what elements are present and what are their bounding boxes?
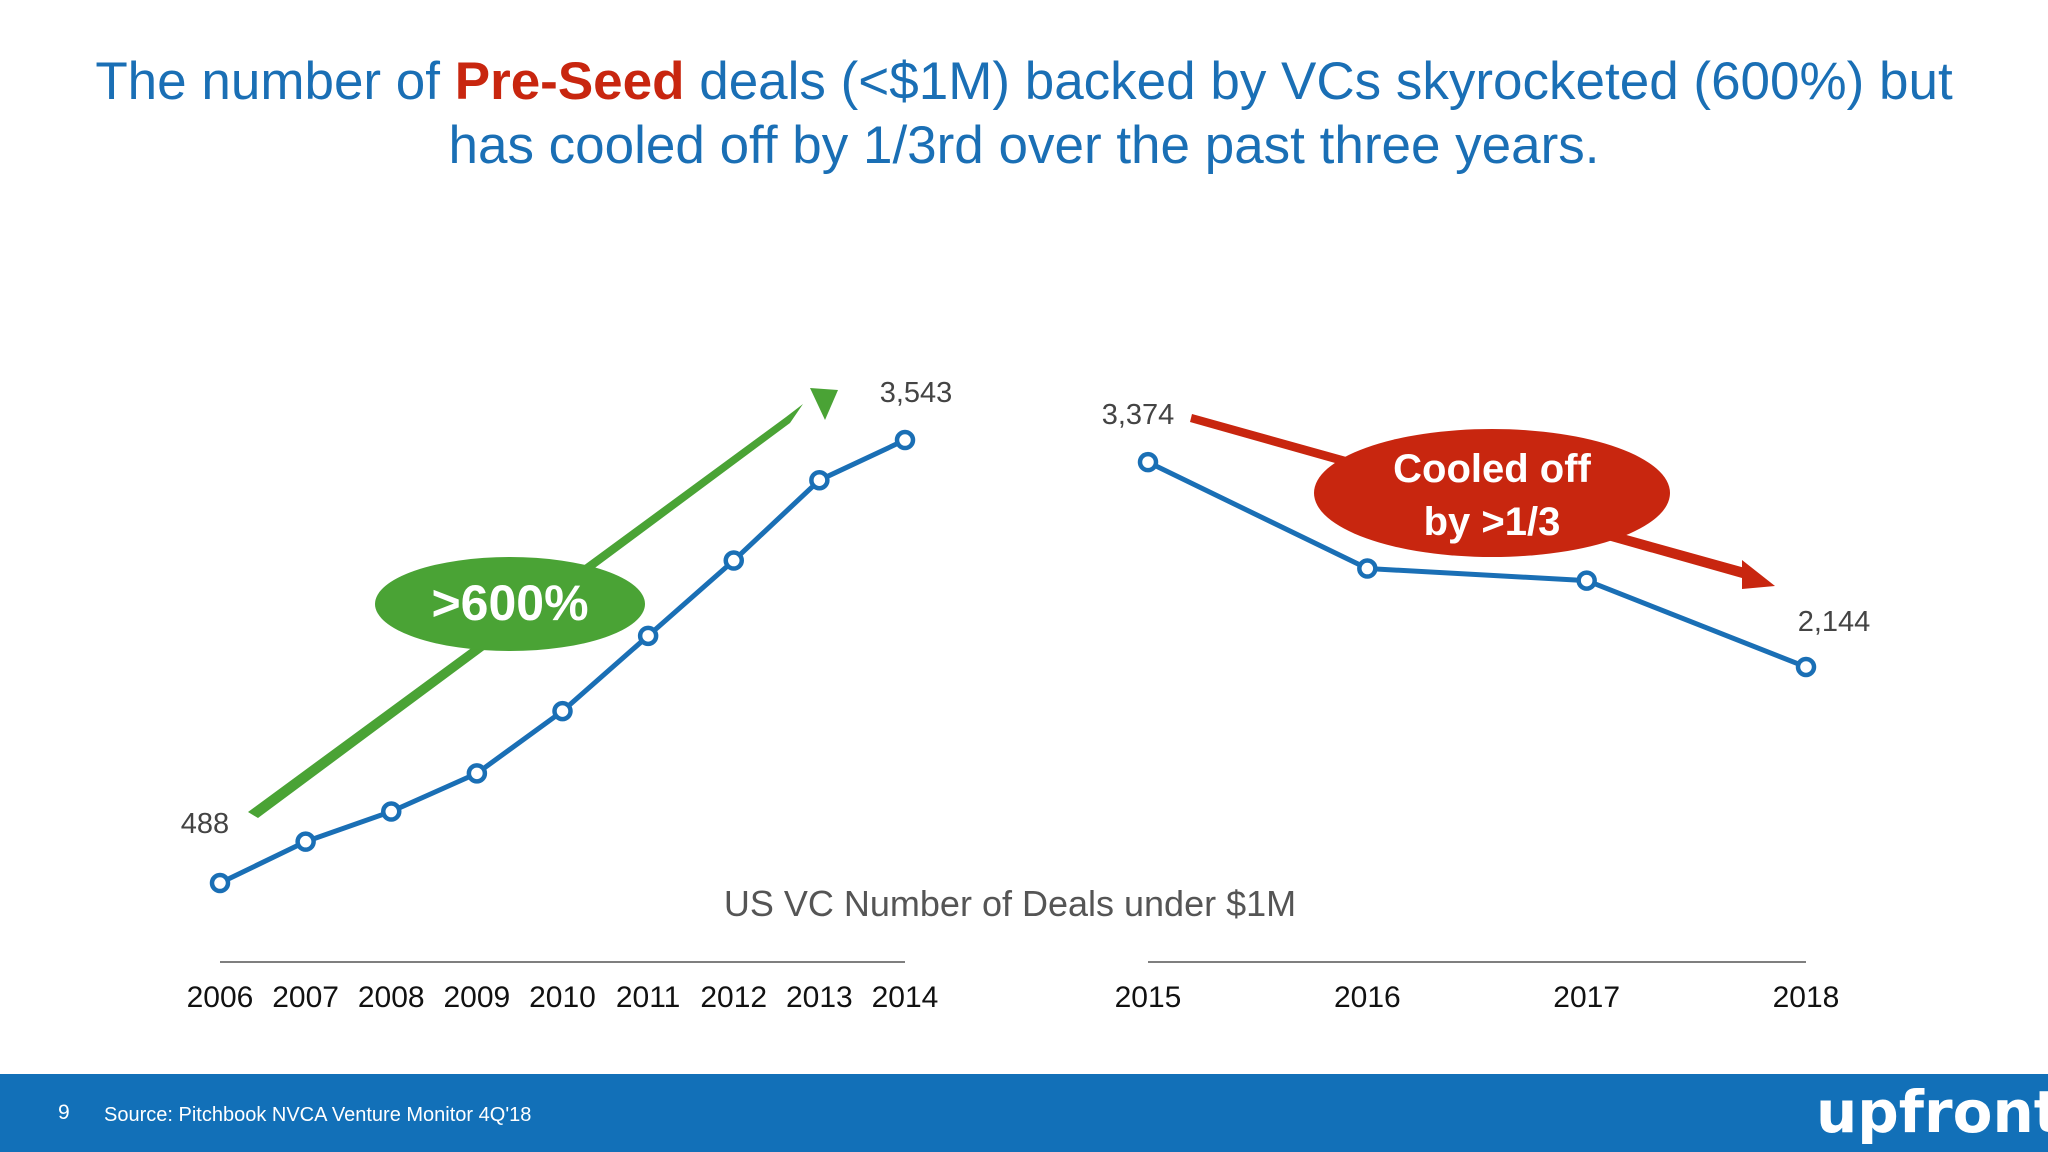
x-tick-label: 2008 <box>358 981 425 1014</box>
headline-highlight: Pre-Seed <box>454 52 685 111</box>
data-point <box>1357 558 1378 579</box>
decline-badge-label-line-2: by >1/3 <box>1424 500 1561 544</box>
footer-bar: 9 Source: Pitchbook NVCA Venture Monitor… <box>0 1074 2048 1152</box>
page-number: 9 <box>58 1101 70 1124</box>
deals-chart: 2006 2007 2008 2009 2010 2011 2012 2013 2014 >600… <box>181 377 1871 1014</box>
series-line-2 <box>1146 459 1807 670</box>
chart-caption: US VC Number of Deals under $1M <box>724 883 1296 924</box>
x-tick-label: 2012 <box>700 981 767 1014</box>
headline-line-1: The number of Pre-Seed deals (<$1M) back… <box>95 52 1953 111</box>
x-tick-label: 2015 <box>1115 981 1182 1014</box>
data-point <box>209 872 231 894</box>
upfront-logo: upfront <box>1816 1078 2048 1146</box>
headline-line-2: has cooled off by 1/3rd over the past th… <box>448 116 1600 175</box>
x-tick-label: 2013 <box>786 981 853 1014</box>
growth-badge <box>375 557 645 651</box>
x-tick-label: 2007 <box>272 981 339 1014</box>
x-tick-label: 2010 <box>529 981 596 1014</box>
x-tick-label: 2017 <box>1553 981 1620 1014</box>
decline-badge-label-line-1: Cooled off <box>1393 447 1591 491</box>
data-point <box>894 429 916 451</box>
growth-arrow-head <box>810 388 838 420</box>
data-label: 2,144 <box>1798 606 1871 638</box>
decline-arrow-head <box>1742 560 1775 589</box>
source-note: Source: Pitchbook NVCA Venture Monitor 4… <box>104 1104 532 1126</box>
data-label: 488 <box>181 808 229 840</box>
data-point <box>637 625 659 647</box>
data-point <box>1576 570 1597 591</box>
x-tick-label: 2006 <box>187 981 254 1014</box>
data-label: 3,543 <box>880 377 953 409</box>
data-point <box>809 469 830 491</box>
x-tick-label: 2009 <box>444 981 511 1014</box>
data-point <box>466 763 488 784</box>
decline-badge <box>1314 429 1670 557</box>
data-point <box>552 700 573 722</box>
data-point <box>381 801 402 822</box>
data-point <box>1795 656 1817 678</box>
x-tick-label: 2018 <box>1773 981 1840 1014</box>
x-tick-label: 2016 <box>1334 981 1401 1014</box>
growth-badge-label: >600% <box>431 575 588 631</box>
x-tick-label: 2014 <box>872 981 939 1014</box>
data-point <box>723 550 744 571</box>
data-point <box>1137 451 1159 473</box>
data-label: 3,374 <box>1102 399 1175 431</box>
x-tick-label: 2011 <box>616 981 681 1014</box>
chart-title: The number of Pre-Seed deals (<$1M) back… <box>60 50 1988 178</box>
series-line-1 <box>218 437 907 886</box>
data-point <box>295 831 316 852</box>
